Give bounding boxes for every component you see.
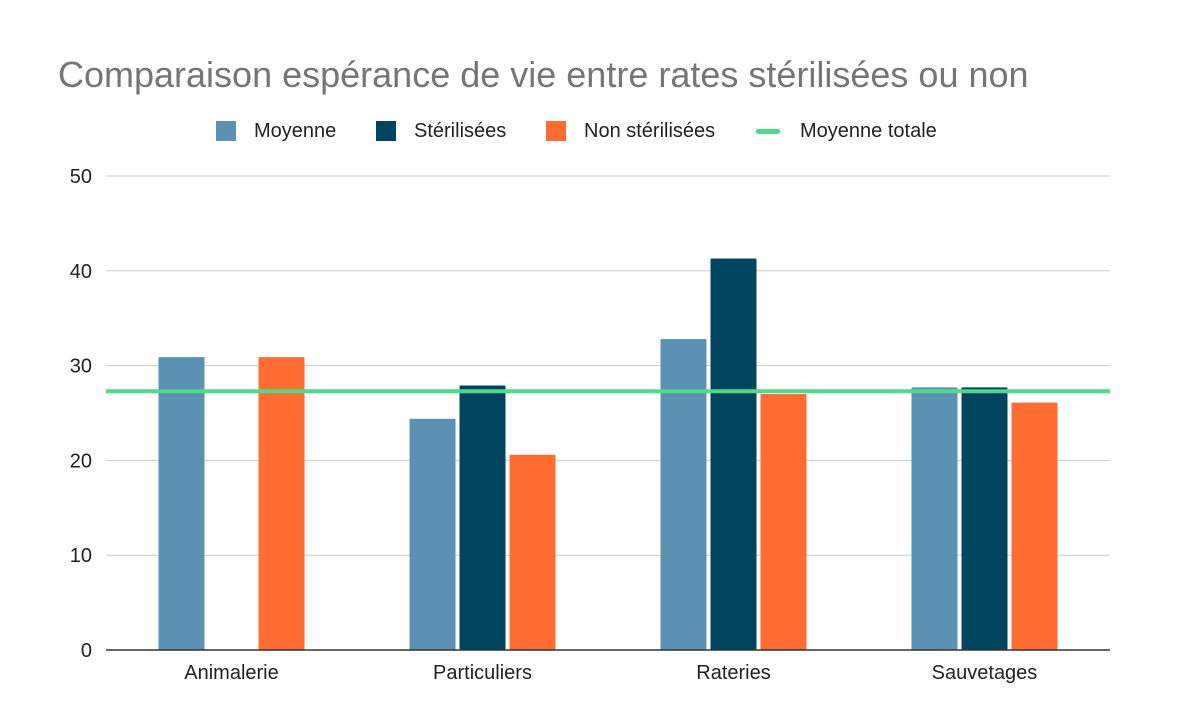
bar-rateries-2 [760,394,807,650]
bar-animalerie-2 [258,357,305,650]
legend-item-sterilisees[interactable]: Stérilisées [376,116,506,146]
legend-label-non-sterilisees: Non stérilisées [584,119,716,142]
x-tick-label-animalerie: Animalerie [184,662,278,684]
y-tick-label-0: 0 [81,640,92,662]
bar-animalerie-0 [158,357,205,650]
legend-item-moyenne[interactable]: Moyenne [216,116,336,146]
legend-item-non-sterilisees[interactable]: Non stérilisées [546,116,715,146]
legend-label-moyenne: Moyenne [254,119,337,142]
legend-label-moyenne-totale: Moyenne totale [800,119,937,142]
chart-legend: Moyenne Stérilisées Non stérilisées Moye… [0,116,1200,146]
y-tick-label-10: 10 [70,545,92,567]
x-tick-label-particuliers: Particuliers [433,662,532,684]
bar-rateries-1 [710,258,757,650]
bar-sauvetages-0 [911,387,958,650]
legend-swatch-moyenne [216,121,236,141]
legend-line-moyenne-totale [756,128,780,134]
y-tick-label-30: 30 [70,356,92,378]
y-tick-label-40: 40 [70,261,92,283]
bar-sauvetages-2 [1011,402,1058,650]
x-tick-label-sauvetages: Sauvetages [932,662,1038,684]
bar-particuliers-1 [459,385,506,650]
chart-title: Comparaison espérance de vie entre rates… [58,54,1029,95]
legend-swatch-non-sterilisees [546,121,566,141]
bar-particuliers-0 [409,418,456,650]
legend-swatch-sterilisees [376,121,396,141]
bar-particuliers-2 [509,454,556,650]
legend-item-moyenne-totale[interactable]: Moyenne totale [756,116,937,146]
bar-sauvetages-1 [961,387,1008,650]
y-tick-label-50: 50 [70,166,92,188]
y-tick-label-20: 20 [70,450,92,472]
bar-rateries-0 [660,339,707,650]
legend-label-sterilisees: Stérilisées [414,119,507,142]
x-tick-label-rateries: Rateries [696,662,770,684]
